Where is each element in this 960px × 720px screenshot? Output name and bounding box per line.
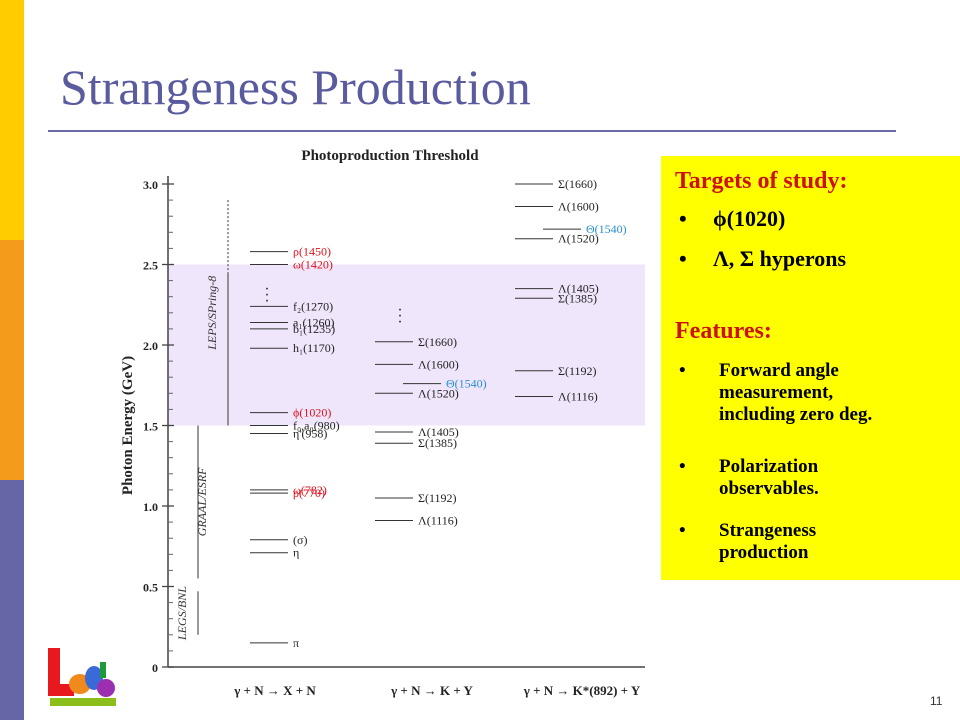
- ellipsis-dot: [266, 293, 268, 296]
- level-label: Σ(1385): [558, 291, 597, 305]
- level-label: Σ(1385): [418, 436, 457, 450]
- level-label: h₁(1170): [293, 341, 335, 355]
- page-number: 11: [930, 694, 943, 708]
- ellipsis-dot: [399, 314, 401, 317]
- level-label: f₀,a₀(980): [293, 419, 340, 433]
- ellipsis-dot: [399, 308, 401, 311]
- level-label: Λ(1405): [558, 282, 599, 296]
- feature-line: measurement,: [719, 382, 834, 403]
- threshold-diagram: Photoproduction Threshold 3.0 2.5 2.0 1.5 1.0…: [120, 148, 645, 698]
- ellipsis-dot: [266, 287, 268, 290]
- summary-box: Targets of study: • ϕ(1020) • Λ, Σ hyper…: [661, 156, 960, 580]
- stripe-middle: [0, 240, 24, 480]
- level-label: Θ(1540): [586, 222, 627, 236]
- y-tick-label: 0.5: [143, 581, 158, 595]
- feature-item-strangeness: Strangeness production: [719, 520, 816, 564]
- features-heading: Features:: [675, 318, 772, 344]
- reaction-label: γ + N → X + N: [233, 683, 316, 698]
- y-axis-label: Photon Energy (GeV): [120, 356, 136, 495]
- level-label: ω(1420): [293, 258, 333, 272]
- facility-label: LEGS/BNL: [175, 586, 189, 641]
- title-rule: [48, 130, 896, 132]
- level-label: η'(958): [293, 427, 327, 441]
- feature-line: Strangeness: [719, 520, 817, 541]
- ellipsis-dot: [266, 299, 268, 302]
- bullet: •: [679, 246, 687, 271]
- level-label: Σ(1660): [558, 177, 597, 191]
- y-tick-label: 3.0: [143, 178, 158, 192]
- level-label: Λ(1405): [418, 425, 459, 439]
- level-label: Λ(1600): [558, 200, 599, 214]
- diagram-title: Photoproduction Threshold: [301, 148, 479, 164]
- feature-item-polarization: Polarization observables.: [719, 456, 819, 500]
- level-label: Σ(1660): [418, 335, 457, 349]
- level-label: ω(782): [293, 483, 327, 497]
- y-tick-label: 2.5: [143, 259, 158, 273]
- target-item-phi: ϕ(1020): [713, 206, 786, 231]
- level-label: ρ(1450): [293, 245, 331, 259]
- level-label: a₁(1260): [293, 315, 335, 329]
- level-label: Λ(1116): [418, 513, 458, 527]
- reaction-label: γ + N → K + Y: [390, 683, 473, 698]
- level-label: ρ(770): [293, 486, 325, 500]
- level-label: Λ(1520): [558, 232, 599, 246]
- reaction-label: γ + N → K*(892) + Y: [523, 683, 641, 698]
- level-label: η: [293, 546, 299, 560]
- level-label: Θ(1540): [446, 377, 487, 391]
- target-item-hyperons: Λ, Σ hyperons: [713, 246, 847, 271]
- y-tick-label: 1.0: [143, 500, 158, 514]
- y-tick-label: 0: [152, 661, 158, 675]
- facility-label: LEPS/SPring-8: [205, 276, 219, 351]
- slide-title: Strangeness Production: [60, 59, 531, 115]
- level-label: π: [293, 636, 299, 650]
- level-label: Λ(1116): [558, 390, 598, 404]
- feature-line: observables.: [719, 478, 819, 499]
- stripe-top: [0, 0, 24, 240]
- bullet: •: [679, 360, 686, 381]
- feature-line: including zero deg.: [719, 404, 873, 425]
- level-label: Σ(1192): [558, 364, 597, 378]
- level-label: (σ): [293, 533, 307, 547]
- feature-line: Forward angle: [719, 360, 839, 381]
- energy-band: [168, 264, 645, 426]
- facility-label: GRAAL/ESRF: [195, 467, 209, 536]
- targets-heading: Targets of study:: [675, 168, 848, 194]
- leps-logo-icon: [48, 648, 116, 706]
- y-tick-label: 2.0: [143, 339, 158, 353]
- ellipsis-dot: [399, 320, 401, 323]
- feature-line: production: [719, 542, 809, 563]
- level-label: Σ(1192): [418, 491, 457, 505]
- bullet: •: [679, 456, 686, 477]
- feature-line: Polarization: [719, 456, 819, 477]
- level-label: Λ(1520): [418, 386, 459, 400]
- feature-item-forward-angle: Forward angle measurement, including zer…: [719, 360, 872, 426]
- level-label: ϕ(1020): [293, 406, 331, 420]
- y-tick-label: 1.5: [143, 420, 158, 434]
- level-label: f₂(1270): [293, 299, 333, 313]
- bullet: •: [679, 520, 686, 541]
- level-label: Λ(1600): [418, 357, 459, 371]
- level-label: b₁(1235): [293, 322, 335, 336]
- stripe-bottom: [0, 480, 24, 720]
- bullet: •: [679, 206, 687, 231]
